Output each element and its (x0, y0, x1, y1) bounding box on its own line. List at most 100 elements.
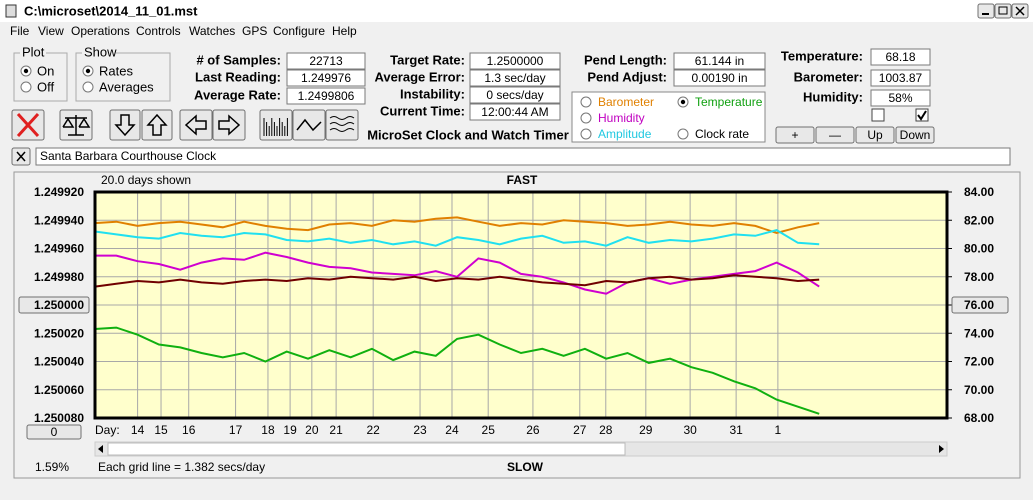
menu-item[interactable]: Configure (273, 24, 325, 38)
x-tick-label: 24 (445, 423, 459, 437)
series-line (94, 274, 820, 288)
icon-glyph (114, 114, 136, 137)
scroll-left[interactable] (98, 445, 103, 453)
series-select-box (571, 91, 766, 143)
menu-item[interactable]: Operations (71, 24, 130, 38)
button-label[interactable]: Up (867, 128, 883, 142)
control-button[interactable] (775, 126, 815, 144)
button-label[interactable]: Down (900, 128, 931, 142)
check-mark (917, 110, 927, 121)
x-tick-label: 17 (229, 423, 243, 437)
menu-item[interactable]: Help (332, 24, 357, 38)
radio-button[interactable] (20, 81, 32, 93)
x-tick-label: 19 (283, 423, 297, 437)
y2-tick-label: 74.00 (964, 326, 994, 340)
window-title: C:\microset\2014_11_01.mst (24, 3, 198, 18)
y-tick-label: 1.249920 (34, 185, 84, 199)
field-value: 1.3 sec/day (484, 71, 545, 85)
text-field (870, 89, 931, 107)
series-option[interactable]: Temperature (695, 95, 763, 109)
radio-button[interactable] (82, 81, 94, 93)
field-label: # of Samples: (196, 52, 281, 67)
axis-button[interactable] (951, 296, 1009, 314)
field-value: 1.2500000 (487, 54, 544, 68)
button-label[interactable]: 0 (51, 425, 58, 439)
y-tick-label: 1.250000 (34, 298, 84, 312)
app-icon (5, 4, 17, 18)
axis-button[interactable] (18, 296, 90, 314)
toolbar-button[interactable] (179, 109, 213, 141)
scroll-right[interactable] (939, 445, 944, 453)
menu-item[interactable]: File (10, 24, 30, 38)
control-button[interactable] (895, 126, 935, 144)
series-line (94, 326, 820, 415)
field-value: 1.249976 (301, 71, 351, 85)
title-bar (0, 0, 1033, 22)
group-label: Plot (22, 44, 45, 59)
radio-label[interactable]: On (37, 63, 54, 78)
window-button[interactable] (994, 3, 1012, 19)
y-tick-label: 1.249980 (34, 270, 84, 284)
y-tick-label: 1.250020 (34, 326, 84, 340)
y2-tick-label: 68.00 (964, 411, 994, 425)
series-option[interactable]: Barometer (598, 95, 654, 109)
x-tick-label: 20 (305, 423, 319, 437)
y2-tick-label: 84.00 (964, 185, 994, 199)
checkbox[interactable] (871, 108, 885, 122)
series-radio[interactable] (677, 128, 689, 140)
series-line (94, 229, 820, 247)
field-value: 58% (888, 91, 912, 105)
scroll-thumb[interactable] (107, 442, 626, 456)
text-field (286, 52, 366, 70)
series-option[interactable]: Clock rate (695, 127, 749, 141)
scroll-reset-button[interactable] (26, 424, 82, 440)
x-tick-label: 28 (599, 423, 613, 437)
button-label[interactable]: + (791, 128, 798, 142)
y-tick-label: 1.250040 (34, 355, 84, 369)
chart-top-label: FAST (507, 173, 538, 187)
toolbar-button[interactable] (141, 109, 173, 141)
series-option[interactable]: Humidity (598, 111, 645, 125)
menu-item[interactable]: View (38, 24, 64, 38)
x-tick-label: 30 (683, 423, 697, 437)
clock-name-field[interactable] (35, 147, 1011, 166)
x-tick-label: 16 (182, 423, 196, 437)
radio-label[interactable]: Off (37, 79, 54, 94)
series-option[interactable]: Amplitude (598, 127, 652, 141)
toolbar-button[interactable] (212, 109, 246, 141)
text-field (469, 69, 561, 87)
series-radio[interactable] (580, 128, 592, 140)
x-tick-label: 25 (482, 423, 496, 437)
radio-label[interactable]: Averages (99, 79, 154, 94)
menu-item[interactable]: Controls (136, 24, 181, 38)
menu-item[interactable]: GPS (242, 24, 267, 38)
icon-glyph (62, 117, 75, 128)
control-button[interactable] (855, 126, 895, 144)
glyph (16, 151, 26, 162)
icon-glyph (329, 128, 355, 132)
field-label: Current Time: (380, 103, 465, 118)
toolbar-button[interactable] (259, 109, 293, 141)
group-label-bg (20, 46, 46, 58)
window-button[interactable] (977, 3, 995, 19)
x-tick-label: 29 (639, 423, 653, 437)
menu-item[interactable]: Watches (189, 24, 235, 38)
clock-name: Santa Barbara Courthouse Clock (40, 149, 217, 163)
field-value: 12:00:44 AM (481, 105, 548, 119)
field-label: Pend Adjust: (587, 69, 667, 84)
series-radio[interactable] (580, 112, 592, 124)
glyph (998, 6, 1008, 15)
x-tick-label: 18 (261, 423, 275, 437)
control-button[interactable] (815, 126, 855, 144)
series-radio[interactable] (580, 96, 592, 108)
field-value: 0 secs/day (486, 88, 543, 102)
field-value: 1003.87 (879, 71, 923, 85)
x-axis-label: Day: (95, 423, 120, 437)
field-label: Last Reading: (195, 69, 281, 84)
radio-label[interactable]: Rates (99, 63, 133, 78)
toolbar-button[interactable] (109, 109, 141, 141)
radio-dot (85, 68, 91, 74)
x-tick-label: 23 (413, 423, 427, 437)
button-label[interactable]: — (829, 128, 841, 142)
